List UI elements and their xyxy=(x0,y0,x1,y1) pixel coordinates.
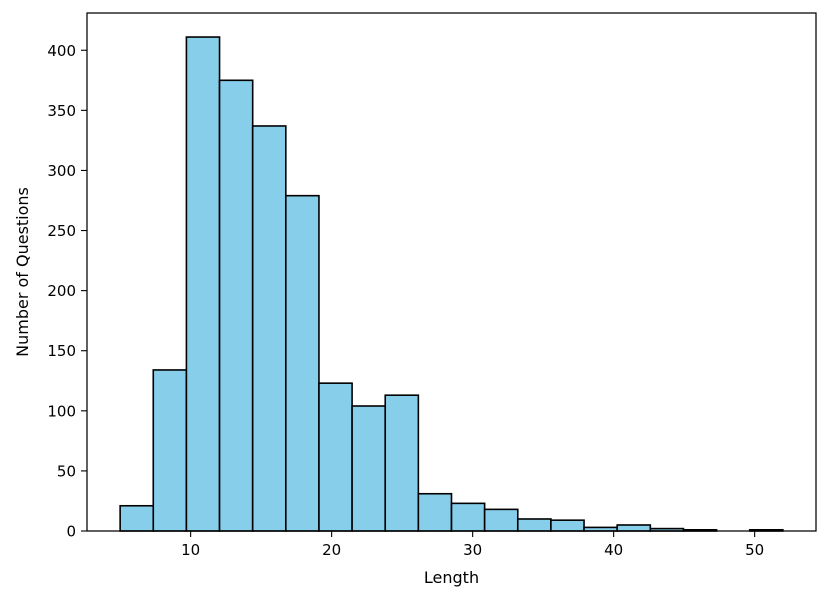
bars-layer xyxy=(119,36,784,532)
y-tick-label: 400 xyxy=(47,42,76,60)
y-tick-label: 200 xyxy=(47,282,76,300)
histogram-bar xyxy=(218,79,254,532)
y-tick-label: 50 xyxy=(57,462,76,480)
x-tick-label: 40 xyxy=(604,541,623,559)
histogram-bar xyxy=(417,492,453,532)
x-tick-label: 10 xyxy=(181,541,200,559)
y-axis-ticks: 0 50 100 150 200 250 300 350 400 xyxy=(47,42,87,541)
histogram-bar xyxy=(351,405,387,532)
y-tick-label: 250 xyxy=(47,222,76,240)
plot-frame xyxy=(86,12,817,532)
histogram-bar xyxy=(384,394,420,532)
histogram-bar xyxy=(185,36,221,532)
histogram-bar xyxy=(119,504,155,532)
histogram-bar xyxy=(483,508,519,532)
histogram-bar xyxy=(152,369,188,532)
histogram-bar xyxy=(318,382,353,532)
histogram-bar xyxy=(616,524,652,532)
x-axis-ticks: 10 20 30 40 50 xyxy=(181,531,764,559)
x-axis-label: Length xyxy=(424,568,479,587)
x-tick-label: 30 xyxy=(463,541,482,559)
x-tick-label: 20 xyxy=(322,541,341,559)
y-tick-label: 100 xyxy=(47,402,76,420)
histogram-bar xyxy=(450,502,486,532)
histogram-bar xyxy=(285,194,320,532)
y-tick-label: 350 xyxy=(47,102,76,120)
histogram-bar xyxy=(251,125,287,532)
y-tick-label: 0 xyxy=(66,523,76,541)
histogram-bar xyxy=(516,518,552,532)
y-axis-label: Number of Questions xyxy=(13,187,32,357)
x-tick-label: 50 xyxy=(745,541,764,559)
y-tick-label: 150 xyxy=(47,342,76,360)
histogram-bar xyxy=(550,519,585,532)
y-tick-label: 300 xyxy=(47,162,76,180)
